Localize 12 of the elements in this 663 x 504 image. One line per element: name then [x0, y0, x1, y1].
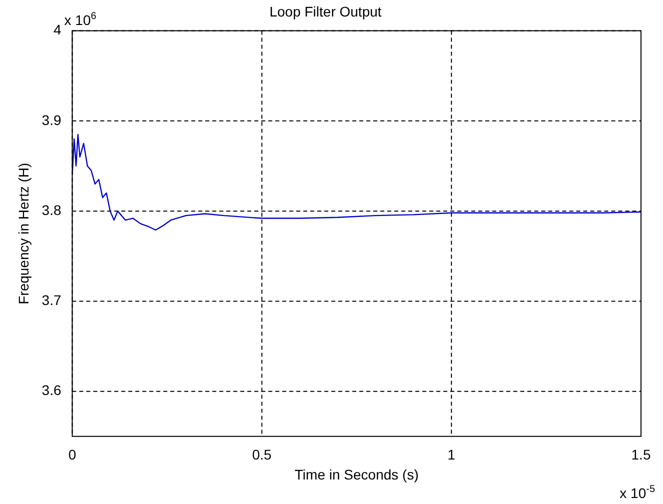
y-tick-label: 3.9 [42, 112, 62, 128]
y-axis-title: Frequency in Hertz (H) [15, 162, 32, 304]
y-tick-label: 3.6 [42, 382, 62, 398]
x-tick-label: 0 [68, 446, 76, 463]
x-tick-label: 1 [448, 446, 456, 463]
x-tick-label: 1.5 [631, 446, 651, 463]
y-tick-label: 4 [53, 22, 62, 38]
x-tick-label: 0.5 [252, 446, 272, 463]
chart-title: Loop Filter Output [269, 3, 382, 20]
y-tick-label: 3.8 [42, 202, 62, 218]
x-axis-title: Time in Seconds (s) [294, 466, 419, 482]
y-tick-label: 3.7 [42, 292, 62, 308]
